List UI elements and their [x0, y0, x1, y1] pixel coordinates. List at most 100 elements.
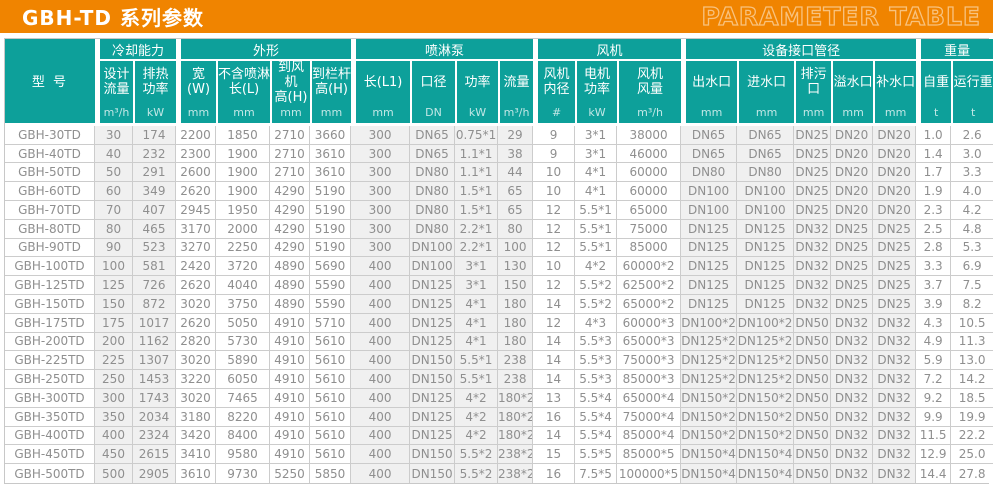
cell-value: 4*1 — [455, 313, 499, 333]
cell-value: 5190 — [310, 182, 352, 201]
cell-value: 2300 — [176, 144, 217, 164]
cell-value: 13 — [533, 388, 576, 408]
cell-value: DN32 — [831, 426, 874, 446]
header-column-unit: mm — [884, 105, 907, 119]
cell-value: 3*1 — [575, 144, 618, 164]
page-subtitle: PARAMETER TABLE — [701, 1, 981, 31]
cell-value: 3750 — [216, 294, 271, 314]
cell-value: 5610 — [310, 370, 352, 389]
header-group: 设备接口管径 — [681, 39, 917, 59]
cell-value: DN125 — [737, 257, 795, 277]
cell-value: 4.0 — [951, 182, 993, 201]
cell-model: GBH-225TD — [5, 351, 95, 371]
cell-value: 70 — [95, 201, 133, 220]
page-title: GBH-TD 系列参数 — [22, 6, 204, 30]
header-column-unit: kW — [588, 105, 606, 119]
cell-value: DN50 — [794, 445, 832, 465]
cell-value: DN32 — [831, 388, 874, 408]
cell-value: DN125*2 — [737, 332, 795, 352]
cell-value: 12 — [533, 201, 576, 220]
cell-value: DN32 — [873, 445, 917, 465]
cell-value: 60000*3 — [617, 313, 682, 333]
cell-value: 400 — [351, 332, 411, 352]
cell-value: 8400 — [216, 426, 271, 446]
cell-value: 2034 — [133, 407, 177, 427]
header-column: 宽(W) mm — [176, 59, 217, 126]
cell-value: DN125 — [410, 388, 456, 408]
cell-value: DN50 — [794, 464, 832, 483]
cell-value: 11.3 — [951, 332, 993, 352]
cell-value: 400 — [351, 464, 411, 483]
table-row: GBH-350TD 350 2034 3180 8220 4910 5610 400 DN125… — [5, 407, 993, 427]
cell-value: 400 — [351, 407, 411, 427]
header-column: 流量 m³/h — [498, 59, 534, 126]
cell-value: 2710 — [270, 163, 311, 183]
table-row: GBH-100TD 100 581 2420 3720 4890 5690 400 DN100 3… — [5, 257, 993, 277]
cell-value: 2.5 — [916, 219, 952, 239]
cell-value: DN25 — [794, 163, 832, 183]
cell-value: 5.9 — [916, 351, 952, 371]
header-column-unit: mm — [233, 105, 255, 119]
header-column-name: 风机 风量 — [637, 67, 664, 98]
cell-value: 12 — [533, 276, 576, 295]
cell-value: 80 — [498, 219, 534, 239]
cell-value: 407 — [133, 201, 177, 220]
cell-value: 65000*2 — [617, 294, 682, 314]
cell-value: 238 — [498, 370, 534, 389]
cell-value: 4040 — [216, 276, 271, 295]
header-column-name: 不含喷淋 长(L) — [218, 67, 271, 98]
cell-value: 65 — [498, 201, 534, 220]
cell-value: 22.2 — [951, 426, 993, 446]
cell-value: DN65 — [737, 144, 795, 164]
header-column: 进水口 mm — [737, 59, 795, 126]
cell-value: DN150*2 — [737, 407, 795, 427]
cell-value: 3020 — [176, 294, 217, 314]
header-column-name: 到栏杆 高(H) — [312, 67, 352, 98]
cell-value: 4290 — [270, 201, 311, 220]
cell-value: 3610 — [176, 464, 217, 483]
header-model: 型 号 — [5, 39, 95, 126]
cell-value: 3180 — [176, 407, 217, 427]
cell-value: DN32 — [794, 238, 832, 258]
header-column-unit: mm — [755, 105, 778, 119]
cell-value: DN25 — [831, 276, 874, 295]
parameter-table-container: 型 号冷却能力 外形 喷淋泵 风机 设备接口管径 重量 设计 流量 m³/h 排热 功率 kW 宽(… — [4, 38, 993, 484]
cell-value: 3*1 — [575, 125, 618, 145]
header-group: 喷淋泵 — [351, 39, 534, 59]
cell-value: DN50 — [794, 388, 832, 408]
table-header: 型 号冷却能力 外形 喷淋泵 风机 设备接口管径 重量 设计 流量 m³/h 排热 功率 kW 宽(… — [5, 39, 993, 126]
cell-value: 1.5*1 — [455, 201, 499, 220]
cell-value: 75000 — [617, 219, 682, 239]
cell-value: DN125 — [410, 407, 456, 427]
cell-value: 300 — [351, 125, 411, 145]
cell-value: DN65 — [681, 125, 738, 145]
cell-value: DN125*2 — [681, 332, 738, 352]
cell-value: DN20 — [873, 125, 917, 145]
cell-value: 400 — [351, 276, 411, 295]
cell-value: DN20 — [873, 182, 917, 201]
cell-value: 5710 — [310, 313, 352, 333]
cell-value: 75000*4 — [617, 407, 682, 427]
cell-value: 4910 — [270, 388, 311, 408]
cell-value: 1.7 — [916, 163, 952, 183]
cell-value: DN32 — [873, 464, 917, 483]
header-column: 到栏杆 高(H) mm — [310, 59, 352, 126]
cell-value: DN125 — [737, 276, 795, 295]
header-group: 外形 — [176, 39, 352, 59]
cell-model: GBH-70TD — [5, 201, 95, 220]
cell-value: DN125*2 — [737, 370, 795, 389]
cell-value: 232 — [133, 144, 177, 164]
cell-value: 16 — [533, 464, 576, 483]
cell-model: GBH-200TD — [5, 332, 95, 352]
cell-value: DN100 — [410, 257, 456, 277]
cell-value: 5850 — [310, 464, 352, 483]
cell-value: DN150*2 — [681, 407, 738, 427]
cell-value: 4*2 — [455, 407, 499, 427]
cell-value: 1.0 — [916, 125, 952, 145]
cell-value: DN80 — [410, 219, 456, 239]
cell-value: 300 — [351, 144, 411, 164]
cell-value: DN32 — [831, 445, 874, 465]
cell-value: DN100 — [737, 182, 795, 201]
cell-value: 85000 — [617, 238, 682, 258]
cell-value: 2905 — [133, 464, 177, 483]
